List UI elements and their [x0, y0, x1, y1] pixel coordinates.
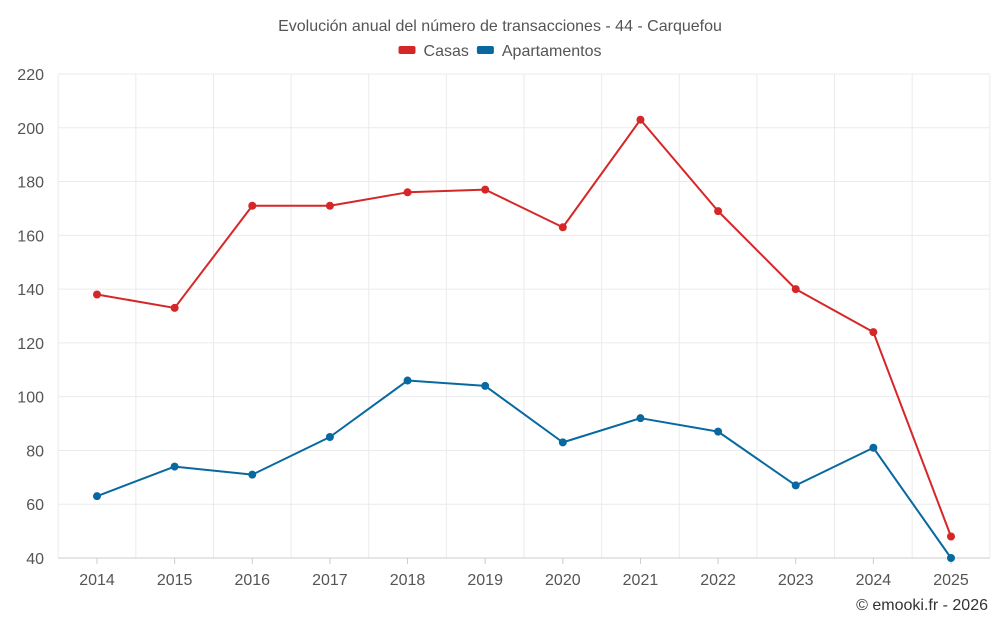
x-tick-label: 2024 — [856, 572, 892, 589]
data-point-apartamentos — [170, 462, 179, 471]
data-point-casas — [403, 188, 412, 197]
data-point-casas — [248, 201, 257, 210]
x-tick-label: 2015 — [157, 572, 193, 589]
legend-label: Apartamentos — [502, 43, 602, 60]
data-point-apartamentos — [714, 427, 723, 436]
data-point-casas — [93, 290, 101, 299]
legend-label: Casas — [424, 43, 469, 60]
x-tick-label: 2014 — [79, 572, 115, 589]
data-point-apartamentos — [869, 443, 878, 452]
x-gridlines — [57, 74, 991, 558]
legend-item-casas: Casas — [398, 43, 469, 60]
data-point-casas — [636, 115, 645, 124]
data-point-apartamentos — [791, 481, 800, 490]
data-point-casas — [170, 303, 179, 312]
series-line-casas — [96, 118, 952, 537]
y-tick-label: 180 — [17, 175, 44, 192]
x-axis-ticks: 2014 2015 2016 2017 2018 2019 2020 2021 2022 2023… — [79, 558, 969, 589]
data-point-apartamentos — [558, 438, 567, 447]
y-tick-label: 100 — [17, 390, 44, 407]
y-tick-label: 60 — [26, 497, 44, 514]
x-tick-label: 2022 — [700, 572, 736, 589]
data-point-apartamentos — [947, 554, 955, 562]
series-casas — [93, 115, 955, 541]
data-point-casas — [558, 223, 567, 232]
data-point-casas — [791, 285, 800, 294]
credit-text: © emooki.fr - 2026 — [856, 597, 988, 614]
data-point-apartamentos — [481, 381, 490, 390]
legend-item-apartamentos: Apartamentos — [476, 43, 602, 60]
series-apartamentos — [93, 376, 955, 562]
series-line-apartamentos — [96, 379, 952, 559]
x-tick-label: 2020 — [545, 572, 581, 589]
y-tick-label: 200 — [17, 121, 44, 138]
y-axis-ticks: 40 60 80 100 120 140 160 180 200 220 — [17, 67, 44, 568]
x-tick-label: 2019 — [467, 572, 503, 589]
x-tick-label: 2017 — [312, 572, 348, 589]
data-point-casas — [947, 532, 955, 541]
y-tick-label: 80 — [26, 443, 44, 460]
data-point-casas — [869, 328, 878, 337]
legend: Casas Apartamentos — [398, 43, 602, 60]
data-point-casas — [714, 207, 723, 216]
data-point-casas — [481, 185, 490, 194]
chart-title: Evolución anual del número de transaccio… — [278, 18, 722, 35]
data-point-apartamentos — [248, 470, 257, 479]
data-point-apartamentos — [636, 414, 645, 423]
x-tick-label: 2016 — [234, 572, 270, 589]
x-tick-label: 2023 — [778, 572, 814, 589]
y-tick-label: 40 — [26, 551, 44, 568]
legend-swatch — [398, 46, 416, 54]
data-point-apartamentos — [325, 433, 334, 441]
y-tick-label: 220 — [17, 67, 44, 84]
y-tick-label: 120 — [17, 336, 44, 353]
data-point-casas — [325, 201, 334, 210]
x-tick-label: 2021 — [623, 572, 659, 589]
series-layer — [93, 115, 955, 562]
data-point-apartamentos — [403, 376, 412, 385]
y-tick-label: 160 — [17, 228, 44, 245]
legend-swatch — [476, 46, 494, 54]
x-tick-label: 2025 — [933, 572, 969, 589]
y-tick-label: 140 — [17, 282, 44, 299]
x-tick-label: 2018 — [390, 572, 426, 589]
data-point-apartamentos — [93, 492, 101, 501]
